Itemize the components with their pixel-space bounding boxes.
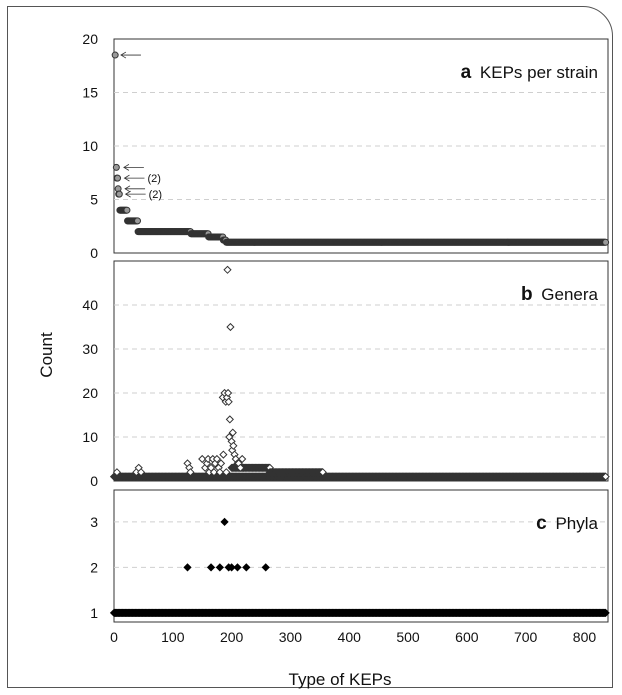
data-point — [229, 441, 238, 450]
data-point — [226, 322, 235, 332]
data-point — [198, 454, 207, 464]
x-tick-label: 700 — [514, 629, 538, 645]
panel-c-title-text: Phyla — [555, 514, 598, 533]
y-tick-label: 30 — [82, 341, 98, 357]
y-tick-label: 10 — [82, 429, 98, 445]
annotation-arrowhead — [124, 185, 131, 193]
data-point — [134, 217, 142, 225]
data-point — [219, 450, 228, 459]
panel-c-title: c Phyla — [536, 513, 598, 534]
data-point — [111, 51, 119, 59]
x-axis-label: Type of KEPs — [289, 670, 392, 689]
figure-frame — [7, 6, 613, 688]
data-point — [222, 468, 231, 477]
y-tick-label: 40 — [82, 297, 98, 313]
data-point — [186, 468, 195, 477]
data-point — [209, 468, 219, 477]
data-point — [114, 174, 122, 182]
panel-a-title: a KEPs per strain — [461, 62, 598, 83]
data-point — [238, 454, 247, 464]
annotation-arrowhead — [120, 51, 127, 59]
x-tick-label: 400 — [338, 629, 362, 645]
data-point — [227, 563, 236, 572]
panel-b-plot-area — [113, 260, 609, 482]
data-point — [215, 468, 224, 477]
panel-a-letter: a — [461, 62, 472, 83]
data-point — [601, 608, 610, 618]
annotation-label: (2) — [147, 173, 160, 185]
data-point — [318, 468, 327, 477]
data-point — [223, 388, 233, 398]
data-point — [212, 454, 222, 464]
data-point — [236, 463, 245, 472]
annotation-arrowhead — [123, 164, 130, 171]
annotations: (2)(2) — [120, 51, 162, 201]
data-point — [183, 563, 192, 572]
panel-c-letter: c — [536, 513, 547, 534]
data-point — [223, 265, 232, 274]
data-point — [206, 563, 216, 572]
panel-c-plot-area — [113, 489, 609, 623]
panel-a-title-text: KEPs per strain — [480, 63, 598, 82]
panel-b-title: b Genera — [521, 284, 599, 305]
y-tick-label: 20 — [82, 31, 98, 47]
tick-labels: 0 100 200 300 400 500 600 700 800051015200102030… — [82, 31, 596, 645]
x-tick-label: 800 — [573, 629, 597, 645]
data-point — [242, 563, 251, 572]
data-point — [225, 415, 234, 424]
data-point — [123, 206, 131, 214]
y-tick-label: 20 — [82, 385, 98, 401]
annotation-arrowhead — [124, 190, 131, 198]
data-point — [136, 468, 146, 477]
y-tick-label: 10 — [82, 138, 98, 154]
y-tick-label: 5 — [90, 192, 98, 208]
y-tick-label: 0 — [90, 473, 98, 489]
x-tick-label: 100 — [161, 629, 185, 645]
y-axis-label: Count — [37, 332, 56, 378]
panel-b-title-text: Genera — [541, 285, 598, 304]
x-tick-label: 200 — [220, 629, 244, 645]
data-point — [601, 472, 610, 481]
y-tick-label: 15 — [82, 85, 98, 101]
y-tick-label: 2 — [90, 559, 98, 575]
annotation-arrowhead — [123, 174, 130, 182]
panel-b-letter: b — [521, 284, 533, 305]
data-point — [261, 563, 270, 572]
data-point — [228, 428, 237, 437]
data-point — [112, 163, 120, 171]
data-point — [220, 517, 229, 526]
data-point — [602, 238, 610, 246]
x-tick-label: 600 — [455, 629, 479, 645]
data-point — [115, 190, 123, 198]
y-tick-label: 3 — [90, 514, 98, 530]
x-tick-label: 300 — [279, 629, 303, 645]
data-marks — [109, 51, 610, 618]
x-tick-label: 500 — [396, 629, 420, 645]
y-tick-label: 1 — [90, 605, 98, 621]
data-point — [216, 459, 226, 468]
data-point — [233, 563, 242, 572]
x-tick-label: 0 — [110, 629, 118, 645]
data-point — [112, 468, 122, 477]
y-tick-label: 0 — [90, 245, 98, 261]
annotation-label: (2) — [149, 189, 162, 201]
data-point — [215, 563, 224, 572]
data-point — [224, 397, 233, 406]
